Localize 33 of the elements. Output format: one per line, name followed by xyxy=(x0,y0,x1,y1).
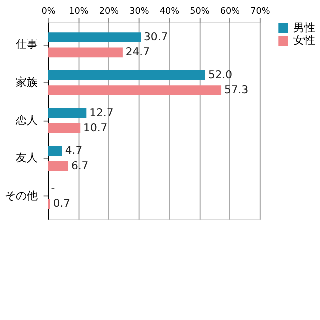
x-tick-label: 50% xyxy=(190,7,210,18)
x-tick-label: 0% xyxy=(42,7,56,18)
bar xyxy=(48,70,206,80)
data-label: - xyxy=(51,182,56,195)
data-label: 4.7 xyxy=(65,144,83,158)
x-tick-label: 60% xyxy=(220,7,240,18)
y-tick-label: 恋人 xyxy=(14,114,38,127)
bar xyxy=(48,146,62,156)
data-label: 57.3 xyxy=(224,84,249,97)
data-label: 52.0 xyxy=(208,68,233,82)
bar xyxy=(48,108,87,118)
data-label: 24.7 xyxy=(126,46,150,59)
data-label: 12.7 xyxy=(90,106,114,120)
x-tick-label: 20% xyxy=(99,7,120,18)
x-tick-label: 40% xyxy=(160,7,180,18)
bar xyxy=(48,48,123,58)
bar xyxy=(48,86,222,96)
x-tick-label: 70% xyxy=(250,7,270,18)
data-label: 10.7 xyxy=(84,121,108,134)
legend-label: 男性 xyxy=(293,21,316,34)
data-label: 6.7 xyxy=(71,159,89,172)
data-label: 30.7 xyxy=(144,30,168,44)
x-tick-label: 30% xyxy=(130,7,150,18)
y-tick-label: 仕事 xyxy=(16,38,38,52)
data-label: 0.7 xyxy=(53,197,71,210)
y-tick-label: その他 xyxy=(4,190,38,203)
bar xyxy=(48,124,81,134)
y-tick-label: 友人 xyxy=(16,152,38,165)
bar xyxy=(48,32,142,42)
bar xyxy=(48,161,69,172)
legend-label: 女性 xyxy=(293,34,316,48)
y-tick-label: 家族 xyxy=(16,76,38,89)
x-tick-label: 10% xyxy=(69,7,89,18)
